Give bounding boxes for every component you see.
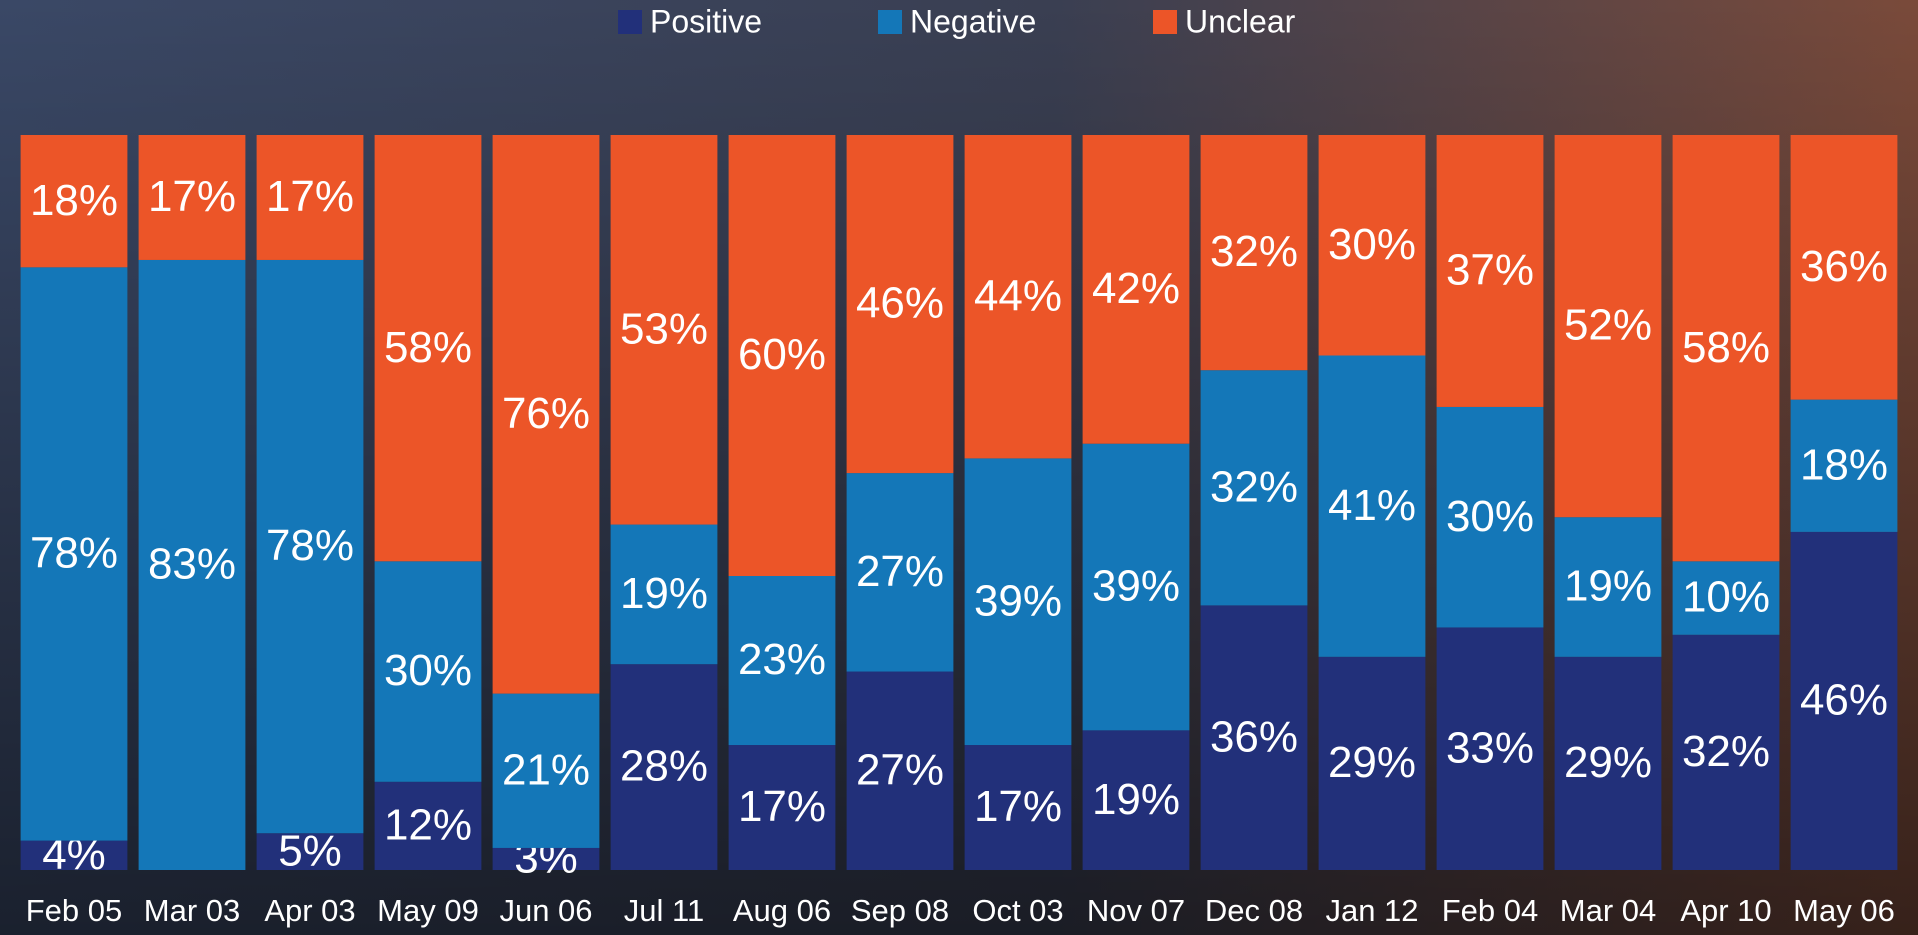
data-label: 39% — [1092, 562, 1180, 611]
x-tick-label: Aug 06 — [733, 893, 831, 928]
data-label: 12% — [384, 801, 472, 850]
data-label: 44% — [974, 271, 1062, 320]
data-label: 17% — [738, 782, 826, 831]
x-tick-label: Oct 03 — [972, 893, 1063, 928]
data-label: 52% — [1564, 301, 1652, 350]
data-label: 78% — [30, 529, 118, 578]
x-tick-label: Apr 10 — [1680, 893, 1771, 928]
legend-swatch — [1153, 10, 1177, 34]
data-label: 19% — [620, 569, 708, 618]
data-label: 27% — [856, 745, 944, 794]
x-tick-label: Feb 05 — [26, 893, 123, 928]
legend-swatch — [878, 10, 902, 34]
data-label: 29% — [1328, 738, 1416, 787]
x-tick-label: Jun 06 — [499, 893, 592, 928]
data-label: 36% — [1210, 712, 1298, 761]
data-label: 32% — [1210, 227, 1298, 276]
data-label: 19% — [1564, 562, 1652, 611]
data-label: 41% — [1328, 481, 1416, 530]
legend-label: Unclear — [1185, 3, 1296, 39]
data-label: 32% — [1210, 462, 1298, 511]
data-label: 60% — [738, 330, 826, 379]
data-label: 58% — [384, 323, 472, 372]
data-label: 30% — [1446, 492, 1534, 541]
data-label: 33% — [1446, 723, 1534, 772]
data-label: 17% — [148, 172, 236, 221]
x-tick-label: Mar 03 — [144, 893, 240, 928]
chart: PositiveNegativeUnclear4%78%18%Feb 0583%… — [0, 0, 1918, 935]
data-label: 76% — [502, 389, 590, 438]
data-label: 39% — [974, 576, 1062, 625]
data-label: 32% — [1682, 727, 1770, 776]
data-label: 42% — [1092, 264, 1180, 313]
data-label: 27% — [856, 547, 944, 596]
data-label: 83% — [148, 540, 236, 589]
x-tick-label: Mar 04 — [1560, 893, 1656, 928]
data-label: 29% — [1564, 738, 1652, 787]
data-label: 10% — [1682, 573, 1770, 622]
x-tick-label: May 09 — [377, 893, 479, 928]
data-label: 17% — [266, 172, 354, 221]
data-label: 19% — [1092, 775, 1180, 824]
data-label: 28% — [620, 742, 708, 791]
legend-label: Negative — [910, 3, 1036, 39]
data-label: 53% — [620, 304, 708, 353]
x-tick-label: Sep 08 — [851, 893, 949, 928]
x-tick-label: Dec 08 — [1205, 893, 1303, 928]
legend-swatch — [618, 10, 642, 34]
data-label: 78% — [266, 521, 354, 570]
data-label: 37% — [1446, 246, 1534, 295]
data-label: 5% — [278, 826, 342, 875]
data-label: 46% — [856, 279, 944, 328]
data-label: 36% — [1800, 242, 1888, 291]
x-tick-label: Jul 11 — [624, 893, 704, 928]
data-label: 18% — [1800, 440, 1888, 489]
x-tick-label: Nov 07 — [1087, 893, 1185, 928]
data-label: 30% — [384, 646, 472, 695]
data-label: 30% — [1328, 220, 1416, 269]
data-label: 58% — [1682, 323, 1770, 372]
x-tick-label: Feb 04 — [1442, 893, 1539, 928]
page: {"chart_data": {"type": "stacked-bar", "… — [0, 0, 1918, 935]
x-tick-label: Jan 12 — [1325, 893, 1418, 928]
data-label: 21% — [502, 745, 590, 794]
data-label: 23% — [738, 635, 826, 684]
data-label: 17% — [974, 782, 1062, 831]
x-tick-label: May 06 — [1793, 893, 1895, 928]
legend-label: Positive — [650, 3, 762, 39]
data-label: 46% — [1800, 676, 1888, 725]
x-tick-label: Apr 03 — [264, 893, 355, 928]
data-label: 18% — [30, 176, 118, 225]
